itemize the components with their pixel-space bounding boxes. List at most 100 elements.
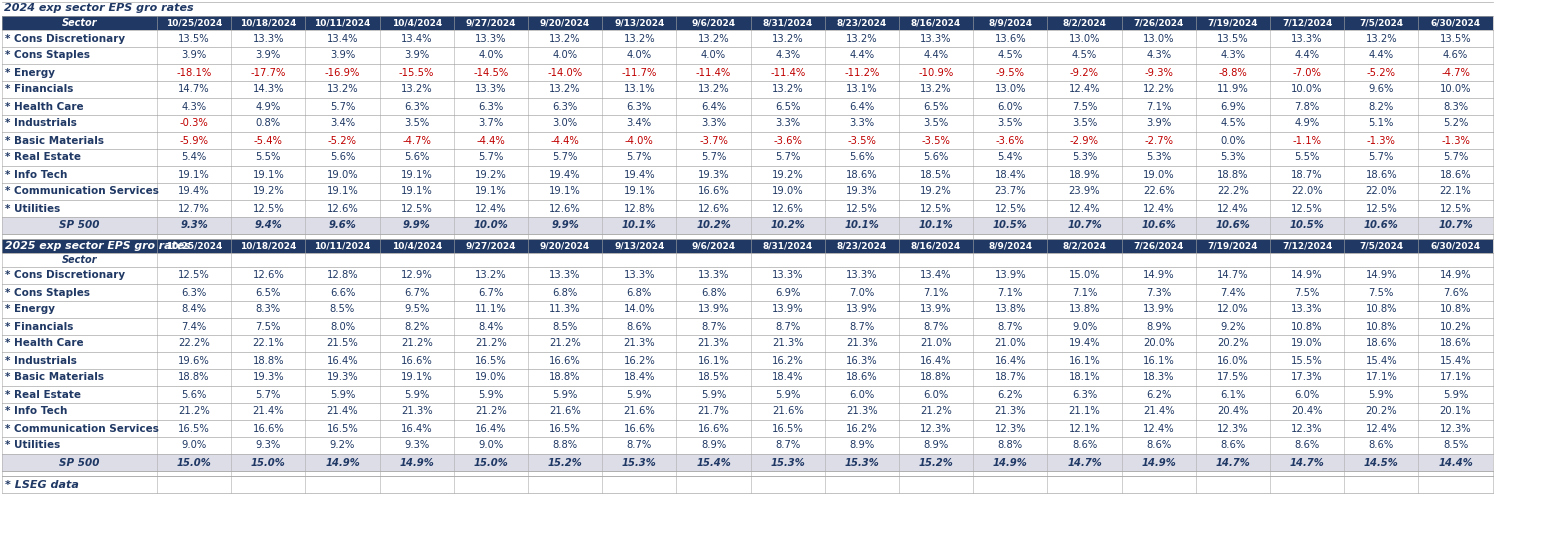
Text: 12.5%: 12.5%: [1291, 204, 1323, 213]
Bar: [2, 403, 1493, 420]
Text: 7/5/2024: 7/5/2024: [1359, 18, 1403, 27]
Text: 21.6%: 21.6%: [773, 406, 803, 417]
Text: 13.3%: 13.3%: [773, 271, 803, 280]
Text: 12.1%: 12.1%: [1069, 424, 1101, 433]
Text: 8.9%: 8.9%: [1146, 321, 1172, 331]
Text: 13.2%: 13.2%: [549, 85, 581, 94]
Text: 18.1%: 18.1%: [1069, 372, 1101, 383]
Text: 8/9/2024: 8/9/2024: [988, 18, 1032, 27]
Text: 19.0%: 19.0%: [1143, 169, 1175, 179]
Text: 19.1%: 19.1%: [401, 169, 433, 179]
Text: 18.9%: 18.9%: [1069, 169, 1101, 179]
Text: 6.7%: 6.7%: [478, 287, 504, 298]
Text: 6.6%: 6.6%: [330, 287, 355, 298]
Text: 13.5%: 13.5%: [179, 33, 210, 44]
Text: 18.4%: 18.4%: [623, 372, 655, 383]
Text: 21.4%: 21.4%: [327, 406, 358, 417]
Text: 8.5%: 8.5%: [552, 321, 578, 331]
Text: 12.4%: 12.4%: [1217, 204, 1249, 213]
Text: 7.1%: 7.1%: [1072, 287, 1098, 298]
Text: 3.3%: 3.3%: [850, 119, 874, 128]
Text: 12.4%: 12.4%: [475, 204, 507, 213]
Text: 20.1%: 20.1%: [1440, 406, 1471, 417]
Text: 19.1%: 19.1%: [327, 186, 358, 197]
Text: 12.6%: 12.6%: [697, 204, 729, 213]
Text: 4.3%: 4.3%: [1146, 51, 1172, 60]
Text: 19.4%: 19.4%: [179, 186, 210, 197]
Text: -10.9%: -10.9%: [919, 67, 953, 78]
Text: 8/2/2024: 8/2/2024: [1062, 18, 1107, 27]
Text: 5.6%: 5.6%: [924, 153, 948, 162]
Text: 13.2%: 13.2%: [401, 85, 432, 94]
Text: 18.8%: 18.8%: [179, 372, 210, 383]
Text: 10.5%: 10.5%: [1289, 220, 1325, 231]
Text: 4.5%: 4.5%: [998, 51, 1022, 60]
Text: -7.0%: -7.0%: [1292, 67, 1321, 78]
Text: 8.5%: 8.5%: [330, 305, 355, 314]
Text: 22.6%: 22.6%: [1143, 186, 1175, 197]
Text: 4.0%: 4.0%: [626, 51, 652, 60]
Text: 5.7%: 5.7%: [478, 153, 504, 162]
Text: 12.4%: 12.4%: [1143, 424, 1175, 433]
Text: 12.5%: 12.5%: [995, 204, 1025, 213]
Text: 13.1%: 13.1%: [847, 85, 877, 94]
Text: -3.7%: -3.7%: [699, 135, 728, 146]
Text: 9.5%: 9.5%: [404, 305, 429, 314]
Text: * Cons Discretionary: * Cons Discretionary: [5, 271, 125, 280]
Text: -11.2%: -11.2%: [843, 67, 879, 78]
Text: 13.2%: 13.2%: [773, 85, 803, 94]
Text: 19.0%: 19.0%: [475, 372, 507, 383]
Text: 16.5%: 16.5%: [549, 424, 581, 433]
Text: 6.8%: 6.8%: [552, 287, 578, 298]
Text: 13.0%: 13.0%: [1069, 33, 1101, 44]
Text: 3.9%: 3.9%: [330, 51, 355, 60]
Text: 8/31/2024: 8/31/2024: [763, 241, 813, 251]
Text: 20.2%: 20.2%: [1217, 338, 1249, 349]
Text: 12.3%: 12.3%: [921, 424, 951, 433]
Bar: [2, 471, 1493, 476]
Text: 5.9%: 5.9%: [776, 390, 800, 399]
Text: 3.7%: 3.7%: [478, 119, 504, 128]
Text: 21.2%: 21.2%: [475, 338, 507, 349]
Text: 8.7%: 8.7%: [850, 321, 874, 331]
Text: 13.3%: 13.3%: [475, 85, 507, 94]
Text: 19.4%: 19.4%: [1069, 338, 1101, 349]
Text: 13.0%: 13.0%: [1143, 33, 1175, 44]
Text: 20.4%: 20.4%: [1291, 406, 1323, 417]
Text: 13.5%: 13.5%: [1217, 33, 1249, 44]
Text: 13.3%: 13.3%: [697, 271, 729, 280]
Text: 4.4%: 4.4%: [924, 51, 948, 60]
Text: 17.3%: 17.3%: [1291, 372, 1323, 383]
Text: 8.9%: 8.9%: [850, 440, 874, 451]
Text: -1.1%: -1.1%: [1292, 135, 1321, 146]
Text: 12.7%: 12.7%: [179, 204, 210, 213]
Text: 16.1%: 16.1%: [1143, 356, 1175, 365]
Text: 8/16/2024: 8/16/2024: [911, 241, 961, 251]
Text: 7/12/2024: 7/12/2024: [1281, 241, 1332, 251]
Text: 10.6%: 10.6%: [1215, 220, 1251, 231]
Text: 6.0%: 6.0%: [924, 390, 948, 399]
Text: 6.9%: 6.9%: [776, 287, 800, 298]
Text: 8/9/2024: 8/9/2024: [988, 241, 1032, 251]
Text: 18.8%: 18.8%: [1217, 169, 1249, 179]
Text: 10.2%: 10.2%: [771, 220, 805, 231]
Text: 12.3%: 12.3%: [1291, 424, 1323, 433]
Text: 16.4%: 16.4%: [475, 424, 507, 433]
Text: 22.0%: 22.0%: [1291, 186, 1323, 197]
Text: 6.5%: 6.5%: [776, 101, 800, 112]
Text: 8/23/2024: 8/23/2024: [837, 241, 887, 251]
Text: 14.3%: 14.3%: [253, 85, 284, 94]
Text: 8.7%: 8.7%: [626, 440, 652, 451]
Text: 6.3%: 6.3%: [478, 101, 504, 112]
Text: 21.0%: 21.0%: [921, 338, 951, 349]
Text: 7.6%: 7.6%: [1443, 287, 1468, 298]
Text: 5.6%: 5.6%: [182, 390, 207, 399]
Text: 8.3%: 8.3%: [1443, 101, 1468, 112]
Text: 15.3%: 15.3%: [621, 458, 657, 467]
Text: 3.9%: 3.9%: [404, 51, 429, 60]
Text: 5.5%: 5.5%: [256, 153, 281, 162]
Text: 3.4%: 3.4%: [330, 119, 355, 128]
Text: 7.1%: 7.1%: [924, 287, 948, 298]
Text: 13.2%: 13.2%: [697, 85, 729, 94]
Text: 10.1%: 10.1%: [621, 220, 657, 231]
